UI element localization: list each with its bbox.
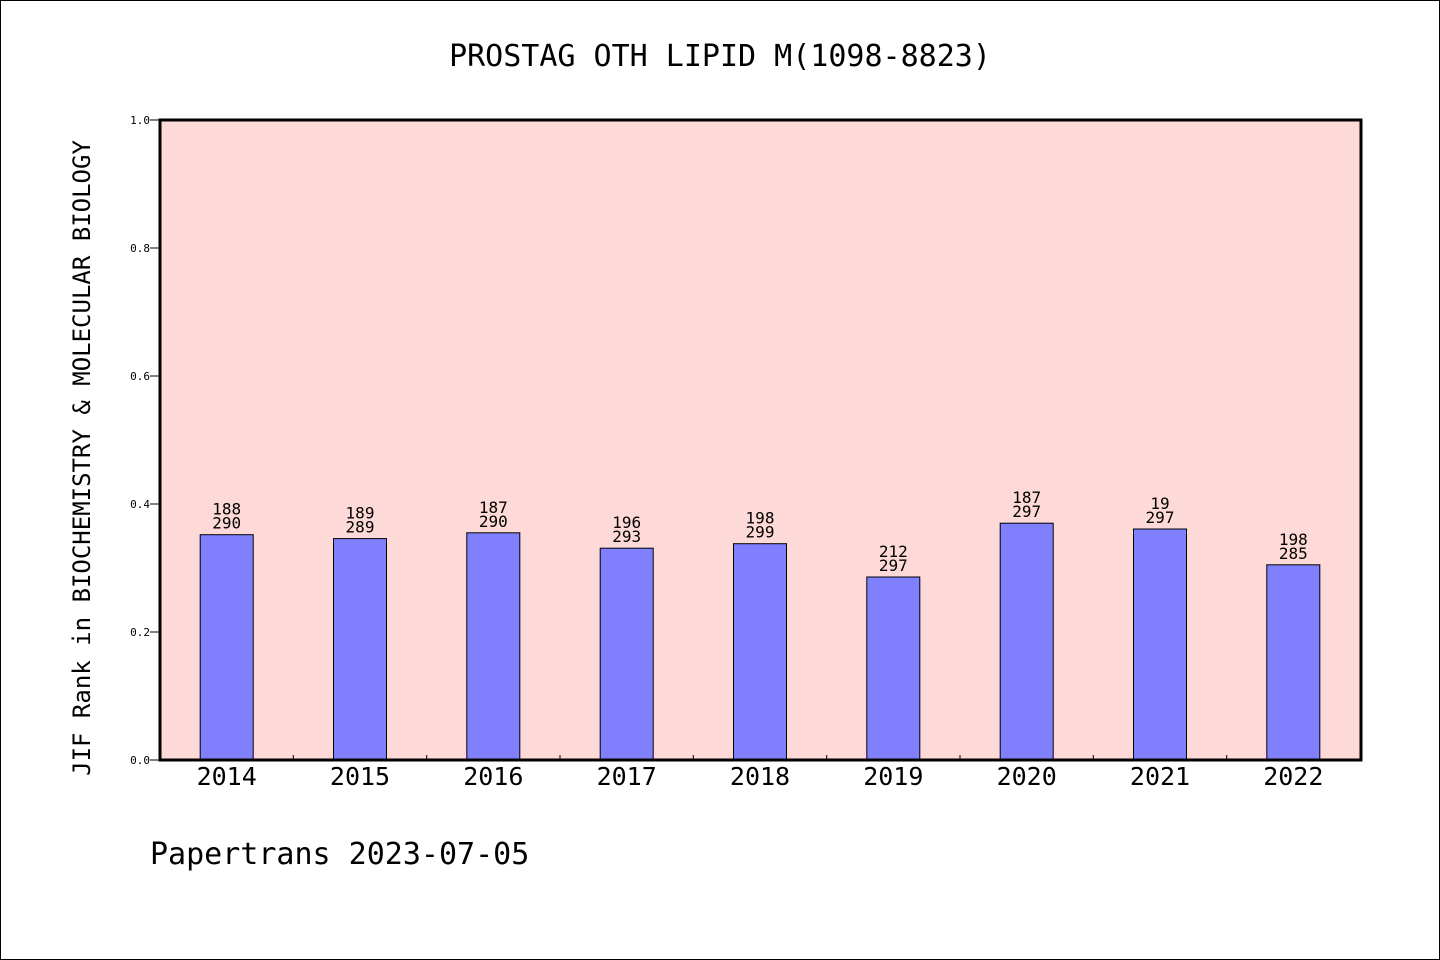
bar-label-rank-2015: 189 [346, 504, 375, 523]
bar-2020 [999, 522, 1054, 761]
y-tick-label: 0.0 [130, 754, 150, 767]
y-tick-label: 1.0 [130, 114, 150, 127]
x-tick-label-2018: 2018 [730, 762, 790, 791]
y-tick-label: 0.2 [130, 626, 150, 639]
y-axis-label: JIF Rank in BIOCHEMISTRY & MOLECULAR BIO… [68, 140, 96, 776]
bar-label-rank-2019: 212 [879, 542, 908, 561]
x-axis-ticks: 2014 2015 2016 2017 2018 2019 2020 2021 2022 [197, 755, 1323, 791]
y-tick-label: 0.6 [130, 370, 150, 383]
bar-label-rank-2017: 196 [612, 513, 641, 532]
x-tick-label-2016: 2016 [463, 762, 523, 791]
bar-label-total-2021: 297 [1146, 508, 1175, 527]
x-tick-label-2021: 2021 [1130, 762, 1190, 791]
bar-label-rank-2021: 19 [1150, 494, 1169, 513]
x-tick-label-2014: 2014 [197, 762, 257, 791]
bars-group [199, 522, 1321, 761]
bar-2019 [866, 576, 921, 761]
bar-label-rank-2014: 188 [212, 500, 241, 519]
bar-label-total-2014: 290 [212, 514, 241, 533]
bar-label-total-2022: 285 [1279, 544, 1308, 563]
bar-label-rank-2022: 198 [1279, 530, 1308, 549]
bar-label-total-2020: 297 [1012, 502, 1041, 521]
chart-title: PROSTAG OTH LIPID M(1098-8823) [449, 39, 991, 74]
x-tick-label-2017: 2017 [597, 762, 657, 791]
bar-2016 [466, 532, 521, 761]
bar-2017 [599, 547, 654, 761]
bar-2022 [1266, 564, 1321, 761]
bar-label-rank-2016: 187 [479, 498, 508, 517]
bar-label-total-2017: 293 [612, 527, 641, 546]
bar-label-rank-2020: 187 [1012, 488, 1041, 507]
plot-border [158, 118, 1363, 762]
x-tick-label-2022: 2022 [1263, 762, 1323, 791]
bar-label-total-2018: 299 [746, 523, 775, 542]
bar-label-rank-2018: 198 [746, 509, 775, 528]
bar-label-total-2015: 289 [346, 518, 375, 537]
bar-2021 [1133, 528, 1187, 761]
y-axis-ticks: 0.0 0.2 0.4 0.6 0.8 1.0 [130, 114, 160, 767]
bar-2018 [733, 543, 787, 761]
x-tick-label-2020: 2020 [997, 762, 1057, 791]
x-tick-label-2015: 2015 [330, 762, 390, 791]
y-tick-label: 0.4 [130, 498, 150, 511]
bar-2014 [199, 534, 254, 761]
footer-text: Papertrans 2023-07-05 [150, 837, 529, 872]
bar-2015 [333, 538, 387, 761]
bar-label-total-2019: 297 [879, 556, 908, 575]
bar-label-total-2016: 290 [479, 512, 508, 531]
y-tick-label: 0.8 [130, 242, 150, 255]
x-tick-label-2019: 2019 [863, 762, 923, 791]
